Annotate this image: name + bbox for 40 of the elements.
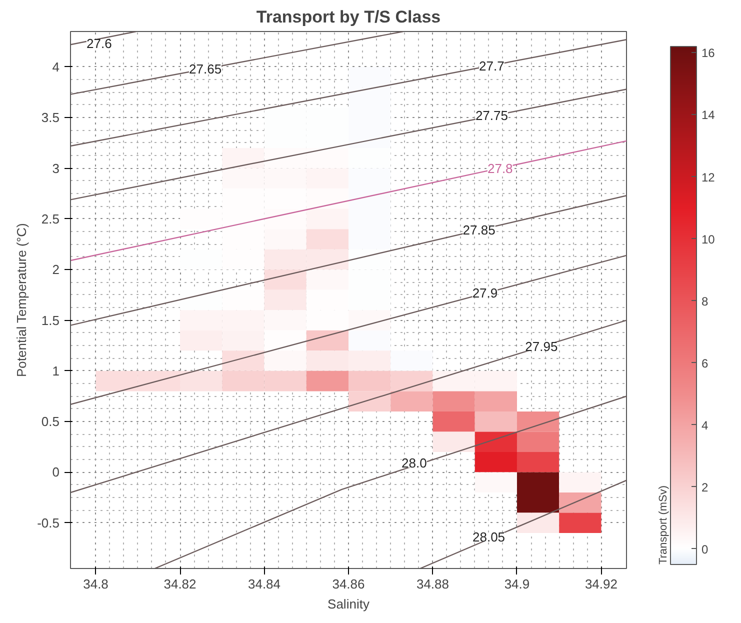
color-bar-label: 14 (702, 108, 716, 122)
y-tick-label: 1 (52, 363, 60, 378)
y-tick-label: 0 (52, 464, 60, 480)
annotation: 27.9 (472, 285, 498, 300)
y-axis-title: Potential Temperature (°C) (14, 223, 30, 378)
chart-title: Transport by T/S Class (256, 8, 441, 26)
x-tick-label: 34.82 (164, 576, 196, 592)
y-tick-label: 3 (52, 160, 60, 176)
annotation: 27.85 (462, 222, 496, 238)
color-bar-label: 6 (702, 356, 708, 370)
annotation: 27.75 (475, 108, 508, 124)
x-tick-label: 34.86 (332, 576, 365, 592)
color-bar-label: 12 (702, 170, 716, 184)
color-bar-label: 0 (702, 542, 708, 556)
y-tick-label: 3.5 (41, 110, 60, 126)
annotation: 28.05 (472, 530, 506, 545)
x-tick-label: 34.84 (248, 576, 281, 592)
annotation: 28.0 (402, 456, 427, 471)
annotation: 27.65 (189, 61, 222, 76)
color-bar-label: 8 (702, 294, 708, 308)
color-bar-label: 2 (702, 480, 708, 494)
color-bar-label: 10 (702, 232, 716, 246)
y-tick-label: 4 (52, 59, 60, 74)
y-tick-label: -0.5 (37, 515, 60, 530)
y-tick-label: 2.5 (41, 211, 60, 226)
y-tick-label: 1.5 (41, 312, 60, 328)
annotation: 27.6 (86, 36, 112, 52)
color-bar-label: 16 (702, 46, 716, 60)
x-axis-title: Salinity (328, 596, 370, 612)
x-tick-label: 34.92 (584, 576, 618, 592)
color-bar-title: Transport (mSv) (658, 485, 670, 564)
y-tick-label: 0.5 (41, 414, 60, 430)
color-bar-label: 4 (702, 418, 708, 432)
x-tick-label: 34.88 (416, 576, 450, 592)
y-tick-label: 2 (52, 262, 60, 278)
x-tick-label: 34.9 (504, 576, 530, 592)
annotation: 27.8 (487, 160, 513, 176)
annotation: 27.95 (525, 339, 558, 354)
annotation: 27.7 (479, 58, 504, 74)
x-tick-label: 34.8 (83, 576, 108, 592)
